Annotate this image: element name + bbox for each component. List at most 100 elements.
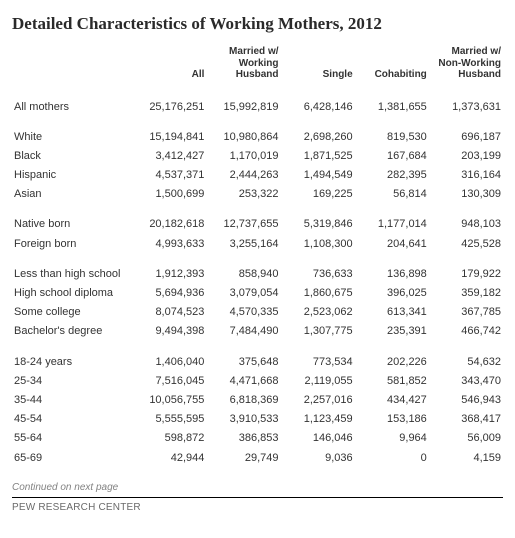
col-header: Single xyxy=(281,46,355,87)
cell: 20,182,618 xyxy=(132,204,206,234)
data-table: All Married w/ Working Husband Single Co… xyxy=(12,46,503,468)
cell: 169,225 xyxy=(281,185,355,204)
table-row: 35-44 10,056,755 6,818,369 2,257,016 434… xyxy=(12,391,503,410)
cell: 203,199 xyxy=(429,147,503,166)
cell: 42,944 xyxy=(132,449,206,468)
cell: 396,025 xyxy=(355,284,429,303)
cell: 2,523,062 xyxy=(281,303,355,322)
cell: 1,170,019 xyxy=(206,147,280,166)
cell: 3,255,164 xyxy=(206,235,280,254)
continued-note: Continued on next page xyxy=(12,482,503,493)
row-label: 65-69 xyxy=(12,449,132,468)
cell: 1,373,631 xyxy=(429,87,503,117)
cell: 4,471,668 xyxy=(206,372,280,391)
table-row: Less than high school 1,912,393 858,940 … xyxy=(12,254,503,284)
table-row: White 15,194,841 10,980,864 2,698,260 81… xyxy=(12,117,503,147)
cell: 9,964 xyxy=(355,429,429,448)
cell: 581,852 xyxy=(355,372,429,391)
cell: 179,922 xyxy=(429,254,503,284)
footer-rule xyxy=(12,497,503,498)
cell: 0 xyxy=(355,449,429,468)
row-label: Native born xyxy=(12,204,132,234)
cell: 7,516,045 xyxy=(132,372,206,391)
table-row: 25-34 7,516,045 4,471,668 2,119,055 581,… xyxy=(12,372,503,391)
col-header: Married w/ Non-Working Husband xyxy=(429,46,503,87)
cell: 343,470 xyxy=(429,372,503,391)
row-label: Asian xyxy=(12,185,132,204)
cell: 25,176,251 xyxy=(132,87,206,117)
cell: 1,912,393 xyxy=(132,254,206,284)
cell: 5,694,936 xyxy=(132,284,206,303)
cell: 235,391 xyxy=(355,322,429,341)
table-row: 55-64 598,872 386,853 146,046 9,964 56,0… xyxy=(12,429,503,448)
cell: 2,119,055 xyxy=(281,372,355,391)
cell: 1,871,525 xyxy=(281,147,355,166)
cell: 375,648 xyxy=(206,342,280,372)
cell: 466,742 xyxy=(429,322,503,341)
cell: 167,684 xyxy=(355,147,429,166)
row-label: 45-54 xyxy=(12,410,132,429)
cell: 56,814 xyxy=(355,185,429,204)
cell: 598,872 xyxy=(132,429,206,448)
row-label: Some college xyxy=(12,303,132,322)
cell: 12,737,655 xyxy=(206,204,280,234)
cell: 2,444,263 xyxy=(206,166,280,185)
cell: 282,395 xyxy=(355,166,429,185)
table-row: Black 3,412,427 1,170,019 1,871,525 167,… xyxy=(12,147,503,166)
cell: 10,980,864 xyxy=(206,117,280,147)
col-header xyxy=(12,46,132,87)
cell: 9,036 xyxy=(281,449,355,468)
cell: 6,818,369 xyxy=(206,391,280,410)
cell: 4,570,335 xyxy=(206,303,280,322)
cell: 56,009 xyxy=(429,429,503,448)
col-header: All xyxy=(132,46,206,87)
cell: 3,412,427 xyxy=(132,147,206,166)
table-row: Hispanic 4,537,371 2,444,263 1,494,549 2… xyxy=(12,166,503,185)
cell: 613,341 xyxy=(355,303,429,322)
cell: 1,500,699 xyxy=(132,185,206,204)
row-label: White xyxy=(12,117,132,147)
cell: 1,381,655 xyxy=(355,87,429,117)
cell: 773,534 xyxy=(281,342,355,372)
table-row: Bachelor's degree 9,494,398 7,484,490 1,… xyxy=(12,322,503,341)
row-label: High school diploma xyxy=(12,284,132,303)
row-label: Black xyxy=(12,147,132,166)
cell: 425,528 xyxy=(429,235,503,254)
cell: 434,427 xyxy=(355,391,429,410)
table-row: Asian 1,500,699 253,322 169,225 56,814 1… xyxy=(12,185,503,204)
cell: 1,494,549 xyxy=(281,166,355,185)
cell: 368,417 xyxy=(429,410,503,429)
page-title: Detailed Characteristics of Working Moth… xyxy=(12,14,503,34)
table-row: High school diploma 5,694,936 3,079,054 … xyxy=(12,284,503,303)
cell: 367,785 xyxy=(429,303,503,322)
cell: 15,194,841 xyxy=(132,117,206,147)
cell: 202,226 xyxy=(355,342,429,372)
cell: 2,698,260 xyxy=(281,117,355,147)
cell: 1,406,040 xyxy=(132,342,206,372)
cell: 546,943 xyxy=(429,391,503,410)
cell: 8,074,523 xyxy=(132,303,206,322)
cell: 819,530 xyxy=(355,117,429,147)
cell: 3,079,054 xyxy=(206,284,280,303)
table-row: Some college 8,074,523 4,570,335 2,523,0… xyxy=(12,303,503,322)
table-row: 18-24 years 1,406,040 375,648 773,534 20… xyxy=(12,342,503,372)
cell: 5,319,846 xyxy=(281,204,355,234)
cell: 1,123,459 xyxy=(281,410,355,429)
cell: 3,910,533 xyxy=(206,410,280,429)
cell: 316,164 xyxy=(429,166,503,185)
cell: 204,641 xyxy=(355,235,429,254)
cell: 359,182 xyxy=(429,284,503,303)
row-label: Foreign born xyxy=(12,235,132,254)
cell: 7,484,490 xyxy=(206,322,280,341)
cell: 858,940 xyxy=(206,254,280,284)
table-body: All mothers 25,176,251 15,992,819 6,428,… xyxy=(12,87,503,468)
row-label: All mothers xyxy=(12,87,132,117)
row-label: Bachelor's degree xyxy=(12,322,132,341)
cell: 1,860,675 xyxy=(281,284,355,303)
row-label: Less than high school xyxy=(12,254,132,284)
cell: 9,494,398 xyxy=(132,322,206,341)
report-table-container: Detailed Characteristics of Working Moth… xyxy=(0,0,515,538)
table-header-row: All Married w/ Working Husband Single Co… xyxy=(12,46,503,87)
cell: 2,257,016 xyxy=(281,391,355,410)
row-label: 25-34 xyxy=(12,372,132,391)
